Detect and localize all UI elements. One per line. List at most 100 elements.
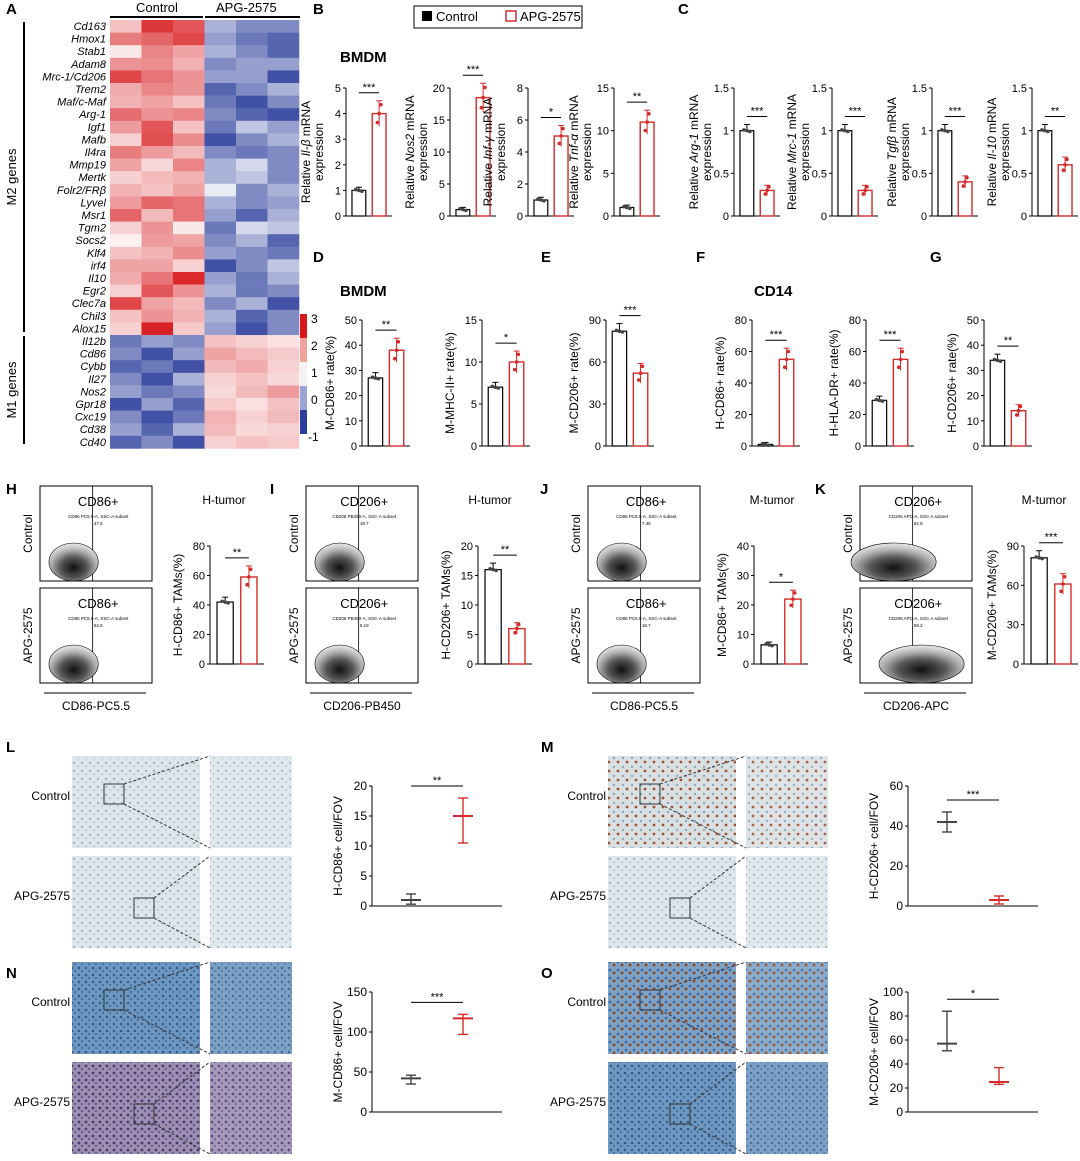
sig-label: ** <box>382 319 391 331</box>
gene-label: Cd38 <box>80 424 107 436</box>
y-tick-label: 6 <box>517 115 523 127</box>
panel-letter-A: A <box>6 1 17 18</box>
contour-population <box>48 644 99 684</box>
heatmap-cell <box>236 196 268 210</box>
heatmap-cell <box>236 120 268 134</box>
gate-stat: CD86 PC5.5-A, SSC-A subset <box>616 514 677 519</box>
data-point <box>481 95 485 100</box>
data-point <box>645 120 649 124</box>
heatmap-cell <box>141 398 174 411</box>
heatmap-cell <box>267 196 300 210</box>
y-label-prefix: Relative <box>403 165 417 209</box>
flow-panel-h: CD86+ CD86 PC5.5-A, SSC-A subset 47.5 Contr… <box>21 485 246 713</box>
heatmap-cell <box>141 372 174 386</box>
heatmap-cell <box>267 32 300 46</box>
heatmap-cell <box>173 246 205 260</box>
data-point <box>846 129 850 134</box>
bar-treat <box>553 135 569 217</box>
heatmap-cell <box>110 284 142 298</box>
gate-label: CD86+ <box>626 494 667 509</box>
y-label-unit: mRNA <box>785 94 799 129</box>
gene-label: Cybb <box>80 361 106 373</box>
heatmap-cell <box>267 297 300 311</box>
data-point <box>1063 163 1067 167</box>
ihc-row-label: Control <box>31 995 70 1009</box>
panel-letter-M: M <box>541 739 554 756</box>
y-axis-label: H-CD206+ TAMs(%) <box>439 550 453 659</box>
heatmap-cell <box>141 133 174 147</box>
y-label-prefix: Relative <box>687 166 701 210</box>
y-tick-label: 0 <box>351 441 357 453</box>
flow-row-label: APG-2575 <box>287 607 301 663</box>
data-point <box>789 603 793 608</box>
gate-label: CD206+ <box>340 494 388 509</box>
flow-row-label: APG-2575 <box>569 607 583 663</box>
flow-x-label: CD206-APC <box>883 699 949 713</box>
data-point <box>880 399 885 403</box>
ihc-field-image <box>72 962 200 1054</box>
heatmap-cell <box>173 45 205 59</box>
ihc-roi-box <box>639 783 661 805</box>
y-axis-label: H-HLA-DR+ rate(%) <box>827 329 841 436</box>
heatmap-cell <box>267 133 300 147</box>
y-axis-label: Relative Tnf-α mRNA <box>567 95 581 209</box>
flow-row-label: APG-2575 <box>21 607 35 663</box>
heatmap-cell <box>110 322 142 336</box>
y-tick-label: 90 <box>589 315 601 327</box>
heatmap-cell <box>141 108 174 122</box>
legend-treat-label: APG-2575 <box>520 9 581 24</box>
heatmap-cell <box>267 410 300 424</box>
data-point <box>863 188 867 193</box>
ihc-panels: Control APG-2575 0 5 10 15 20 ** H-CD86+ cell/FO… <box>14 755 1038 1155</box>
heatmap-cell <box>204 309 237 323</box>
ihc-panel-n: Control APG-2575 0 50 100 150 *** M-CD86+ cell/… <box>14 961 502 1155</box>
data-point <box>791 597 795 601</box>
data-point <box>394 348 399 353</box>
heatmap-cell <box>267 108 300 122</box>
ihc-field-image <box>608 962 736 1054</box>
data-point <box>1061 582 1065 586</box>
heatmap-cell <box>236 209 268 222</box>
y-tick-label: 0 <box>335 211 341 223</box>
y-tick-label: 10 <box>433 147 445 159</box>
y-label-gene: Il-10 <box>985 136 999 160</box>
heatmap-cell <box>173 32 205 46</box>
y-axis-label: M-CD86+ cell/FOV <box>331 1001 345 1102</box>
y-axis-label: M-CD206+ TAMs(%) <box>985 550 999 661</box>
heatmap-cell <box>267 435 300 449</box>
heatmap-cell <box>173 297 205 311</box>
y-tick-label: 0 <box>1013 659 1019 671</box>
y-label-gene: Nos2 <box>403 134 417 162</box>
panel-letter-D: D <box>313 249 324 266</box>
y-tick-label: 30 <box>967 365 979 377</box>
ihc-zoom-line <box>153 917 211 949</box>
heatmap-cell <box>204 83 237 96</box>
heatmap-cell <box>267 423 300 437</box>
data-point <box>765 188 769 193</box>
flow-x-label: CD86-PC5.5 <box>610 699 678 713</box>
bar-control <box>1037 130 1053 217</box>
data-point <box>1016 408 1021 413</box>
y-tick-label: 60 <box>849 347 861 359</box>
gate-label: CD86+ <box>78 494 119 509</box>
heatmap-cell <box>267 234 300 248</box>
bar-control <box>216 601 234 665</box>
scale-seg-5 <box>300 410 307 434</box>
y-tick-label: 3 <box>335 134 341 146</box>
y-tick-label: 30 <box>1007 620 1019 632</box>
heatmap-cell <box>267 120 300 134</box>
gene-label: Mmp19 <box>69 160 106 172</box>
data-point <box>516 352 521 357</box>
y-label-unit: mRNA <box>481 98 495 133</box>
ihc-field-image <box>72 756 200 848</box>
bar-control <box>351 189 367 217</box>
heatmap-col-group-treat: APG-2575 <box>216 0 277 15</box>
y-tick-label: 0.5 <box>714 168 729 180</box>
gate-label: CD206+ <box>894 596 942 611</box>
y-tick-label: 1.5 <box>1012 83 1027 95</box>
heatmap-cell <box>236 360 268 374</box>
heatmap-cell <box>204 57 237 71</box>
y-axis-label-2: expression <box>798 123 812 181</box>
data-point <box>622 204 626 209</box>
heatmap-cell <box>173 423 205 437</box>
